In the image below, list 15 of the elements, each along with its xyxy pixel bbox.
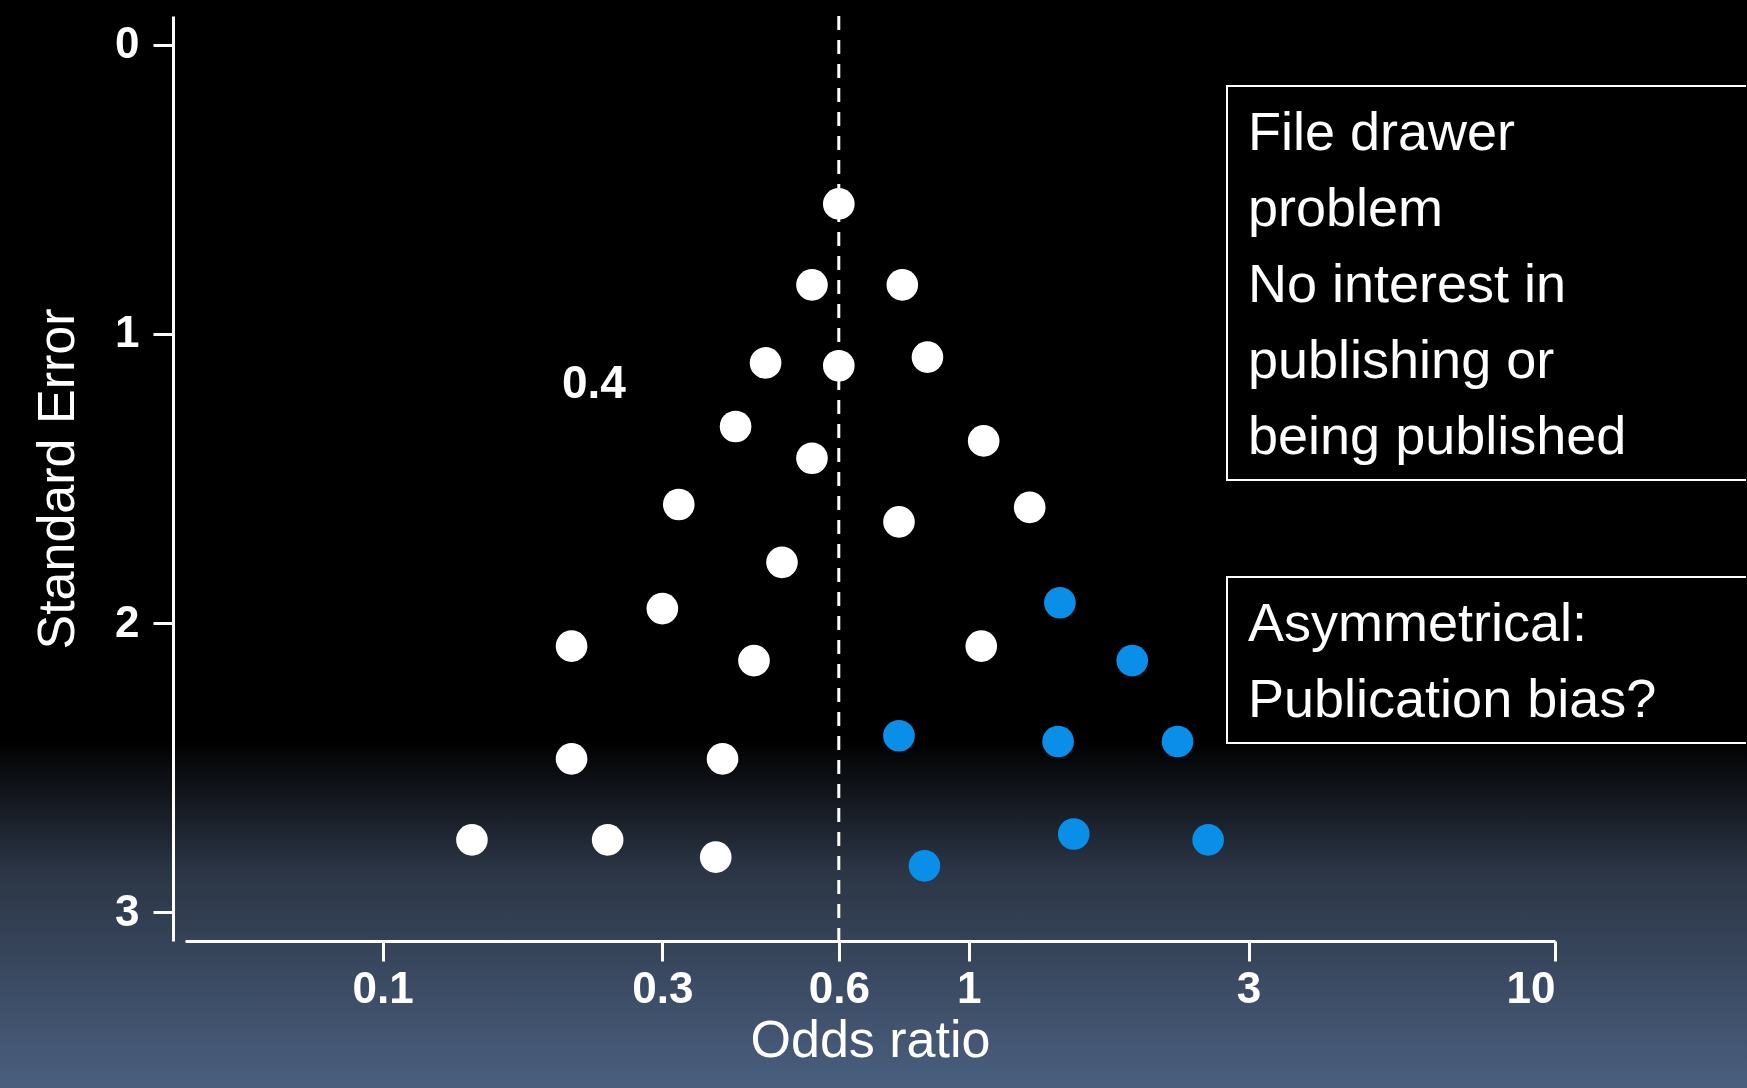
y-tick-label: 2 — [115, 596, 140, 646]
x-tick-label: 1 — [957, 962, 982, 1012]
y-tick-label: 1 — [115, 307, 140, 357]
y-tick-label: 3 — [115, 885, 140, 935]
x-tick-label: 0.6 — [808, 962, 870, 1012]
annotation: File drawer problem No interest in publishing or being published — [1226, 85, 1746, 481]
annotation: 0.4 — [562, 355, 626, 409]
y-tick-label: 0 — [115, 18, 140, 68]
y-axis-title: Standard Error — [27, 308, 86, 650]
x-tick-label: 0.1 — [352, 962, 414, 1012]
annotation: Asymmetrical: Publication bias? — [1226, 576, 1746, 744]
x-tick-label: 3 — [1236, 962, 1262, 1012]
x-tick-label: 0.3 — [632, 962, 694, 1012]
x-tick-label: 10 — [1506, 962, 1556, 1012]
x-axis-title: Odds ratio — [750, 1009, 991, 1068]
